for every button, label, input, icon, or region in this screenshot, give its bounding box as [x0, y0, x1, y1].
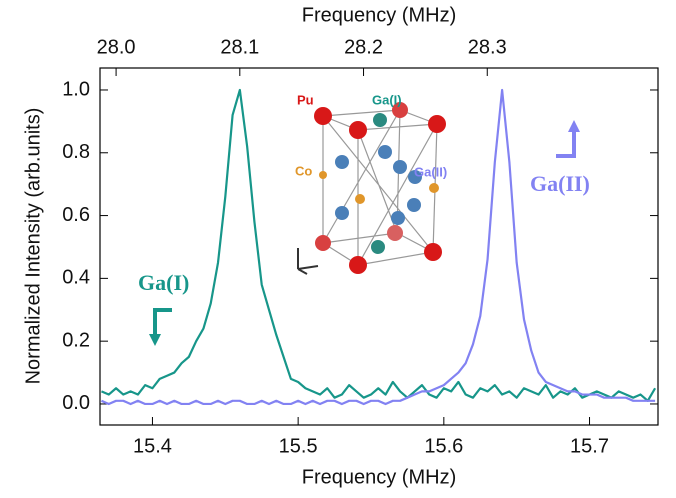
plot-frame — [99, 67, 659, 426]
y-tick-label: 0.4 — [62, 267, 90, 289]
x2-tick-label: 28.0 — [97, 36, 136, 58]
y-tick-label: 1.0 — [62, 78, 90, 100]
x2-tick-label: 28.2 — [344, 36, 383, 58]
x-tick-label: 15.4 — [133, 435, 172, 457]
x-tick-label: 15.6 — [424, 435, 463, 457]
arrow-head — [149, 334, 161, 346]
x2-tick-label: 28.3 — [468, 36, 507, 58]
y-tick-label: 0.2 — [62, 329, 90, 351]
arrow — [556, 130, 576, 158]
x2-tick-label: 28.1 — [220, 36, 259, 58]
inset-label: Pu — [297, 92, 314, 107]
series-annotation: Ga(II) — [530, 171, 590, 196]
series-line — [101, 88, 656, 406]
x-tick-label: 15.7 — [570, 435, 609, 457]
y-tick-label: 0.6 — [62, 204, 90, 226]
y-tick-label: 0.8 — [62, 141, 90, 163]
series-line — [101, 88, 657, 402]
x2-axis-label: Frequency (MHz) — [302, 4, 456, 26]
inset-label: Co — [295, 163, 312, 178]
y-axis-label: Normalized Intensity (arb.units) — [22, 108, 44, 385]
y-tick-label: 0.0 — [62, 392, 90, 414]
x-tick-label: 15.5 — [279, 435, 318, 457]
series-annotation: Ga(I) — [138, 270, 189, 295]
inset-label: Ga(I) — [372, 92, 402, 107]
arrow-head — [568, 120, 580, 132]
atoms — [297, 102, 446, 275]
inset-label: Ga(II) — [414, 164, 447, 179]
x-axis-label: Frequency (MHz) — [302, 466, 456, 488]
arrow — [153, 308, 172, 338]
